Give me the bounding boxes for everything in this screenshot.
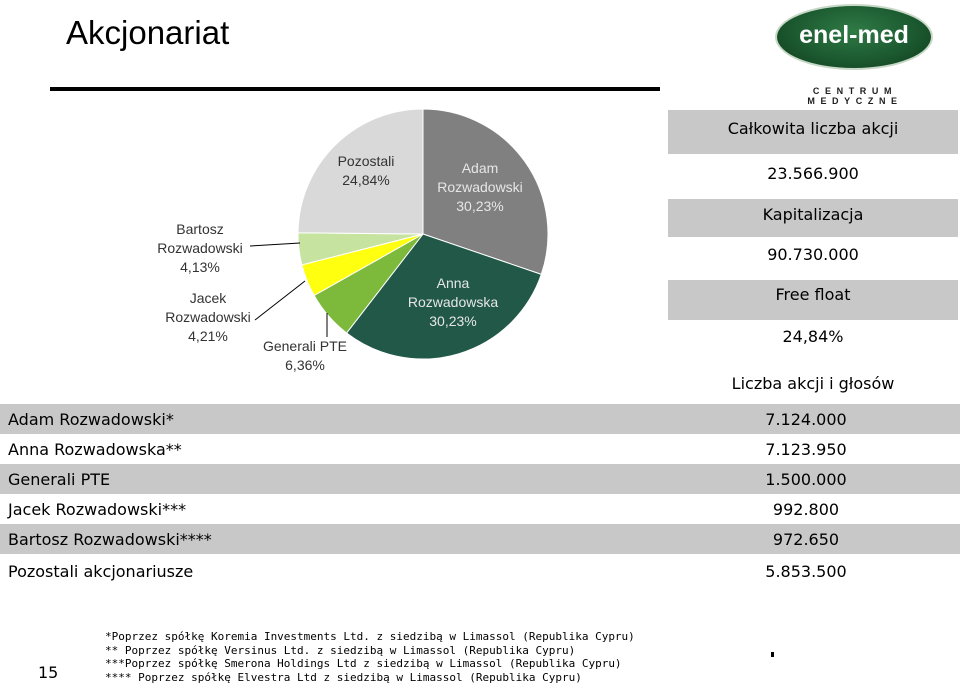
shareholder-value: 1.500.000 xyxy=(765,470,847,489)
shareholder-name: Adam Rozwadowski* xyxy=(8,410,174,429)
shareholder-pie-chart xyxy=(249,108,549,360)
shareholder-name: Pozostali akcjonariusze xyxy=(8,562,194,581)
pie-label-line: 24,84% xyxy=(342,172,390,188)
shareholder-value: 7.124.000 xyxy=(765,410,847,429)
footnotes: *Poprzez spółkę Koremia Investments Ltd.… xyxy=(105,630,635,684)
table-row: Adam Rozwadowski* 7.124.000 xyxy=(0,404,960,434)
pie-label-bartosz: Bartosz Rozwadowski 4,13% xyxy=(145,220,255,277)
page-number: 15 xyxy=(38,663,59,682)
total-shares-label: Całkowita liczba akcji xyxy=(668,110,958,154)
footnote: *Poprzez spółkę Koremia Investments Ltd.… xyxy=(105,630,635,643)
pie-label-anna: Anna Rozwadowska 30,23% xyxy=(398,274,508,331)
leader-line-bartosz xyxy=(249,242,301,247)
table-row: Generali PTE 1.500.000 xyxy=(0,464,960,494)
table-row: Bartosz Rozwadowski**** 972.650 xyxy=(0,524,960,554)
logo-tagline: CENTRUM MEDYCZNE xyxy=(807,86,903,106)
page-title: Akcjonariat xyxy=(66,14,230,51)
shareholder-value: 992.800 xyxy=(772,500,840,519)
pie-label-line: Rozwadowski xyxy=(165,309,251,325)
table-row: Jacek Rozwadowski*** 992.800 xyxy=(0,494,960,524)
free-float-value: 24,84% xyxy=(782,327,844,346)
pie-label-jacek: Jacek Rozwadowski 4,21% xyxy=(153,289,263,346)
pie-label-line: Pozostali xyxy=(337,153,395,169)
market-cap-value: 90.730.000 xyxy=(767,245,859,264)
shareholder-name: Jacek Rozwadowski*** xyxy=(8,500,187,519)
free-float-label: Free float xyxy=(668,280,958,320)
shareholder-value: 5.853.500 xyxy=(765,562,847,581)
logo-oval xyxy=(775,4,933,70)
leader-line-jacek xyxy=(254,280,306,321)
pie-label-line: Rozwadowski xyxy=(157,240,243,256)
pie-label-line: 6,36% xyxy=(285,357,325,373)
shareholder-value: 972.650 xyxy=(772,530,840,549)
footnote: ***Poprzez spółkę Smerona Holdings Ltd z… xyxy=(105,657,622,670)
title-underline xyxy=(50,87,660,91)
pie-slice-adam-rozwadowski xyxy=(422,108,549,275)
pie-label-line: 30,23% xyxy=(456,198,504,214)
pie-label-line: Anna xyxy=(436,275,470,291)
total-shares-value: 23.566.900 xyxy=(767,164,859,183)
shareholder-name: Bartosz Rozwadowski**** xyxy=(8,530,212,549)
shareholder-name: Anna Rozwadowska** xyxy=(8,440,182,459)
pie-label-line: 4,13% xyxy=(180,259,220,275)
decorative-dot xyxy=(771,652,774,657)
footnote: ** Poprzez spółkę Versinus Ltd. z siedzi… xyxy=(105,643,576,657)
pie-label-line: Rozwadowska xyxy=(407,294,499,310)
pie-label-line: Generali PTE xyxy=(262,338,348,354)
table-row: Anna Rozwadowska** 7.123.950 xyxy=(0,434,960,464)
enel-med-logo: enel-med CENTRUM MEDYCZNE xyxy=(775,4,935,106)
footnote: **** Poprzez spółkę Elvestra Ltd z siedz… xyxy=(105,670,582,684)
pie-slices xyxy=(297,108,549,360)
pie-label-line: Rozwadowski xyxy=(437,179,523,195)
pie-slice-anna-rozwadowska xyxy=(345,233,542,360)
table-row: Pozostali akcjonariusze 5.853.500 xyxy=(0,556,960,586)
shareholder-value: 7.123.950 xyxy=(765,440,847,459)
market-cap-label: Kapitalizacja xyxy=(668,199,958,237)
pie-leader-lines xyxy=(249,242,328,337)
logo-name: enel-med xyxy=(799,21,909,49)
pie-label-pozostali: Pozostali 24,84% xyxy=(320,152,412,190)
pie-slice-pozostali xyxy=(297,108,424,235)
pie-label-line: Adam xyxy=(461,160,499,176)
pie-label-line: Bartosz xyxy=(176,221,224,237)
pie-label-generali: Generali PTE 6,36% xyxy=(250,337,360,375)
shareholders-header: Liczba akcji i głosów xyxy=(731,374,895,393)
pie-label-adam: Adam Rozwadowski 30,23% xyxy=(425,159,535,216)
pie-label-line: Jacek xyxy=(189,290,227,306)
shareholder-name: Generali PTE xyxy=(8,470,111,489)
pie-label-line: 30,23% xyxy=(429,313,477,329)
pie-label-line: 4,21% xyxy=(188,328,228,344)
